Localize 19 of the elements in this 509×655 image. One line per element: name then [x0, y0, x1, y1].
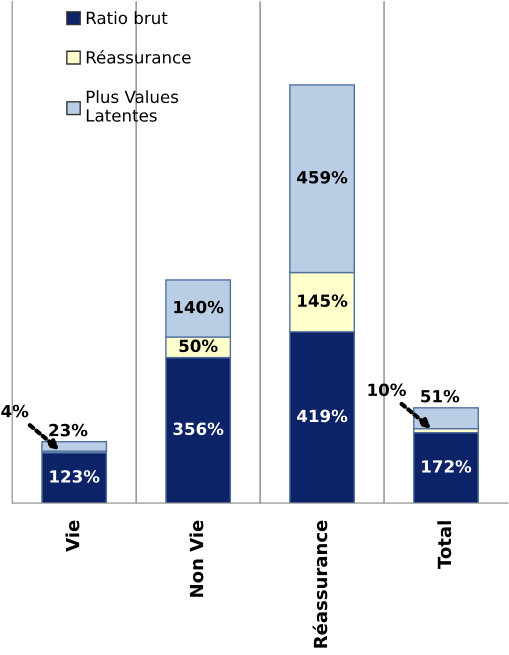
data-label: 356% — [174, 422, 224, 436]
x-tick-label: Total — [437, 521, 452, 569]
data-label: 123% — [50, 470, 100, 483]
data-label: 140% — [174, 300, 224, 314]
x-tick-label: Non Vie — [189, 520, 204, 597]
data-label: 4% — [1, 404, 28, 418]
data-label: 145% — [298, 294, 348, 307]
legend-label: Plus Values Latentes — [86, 90, 178, 122]
x-tick-label: Réassurance — [312, 520, 328, 648]
x-tick-label: Vie — [65, 520, 80, 552]
legend-label: Réassurance — [86, 50, 191, 64]
data-label: 419% — [297, 410, 348, 422]
legend-label: Ratio brut — [86, 11, 168, 24]
data-label: 459% — [297, 170, 348, 184]
data-label: 172% — [422, 460, 472, 473]
data-label: 23% — [49, 424, 88, 436]
data-label: 10% — [368, 384, 406, 396]
data-label: 50% — [179, 340, 218, 352]
data-label: 51% — [421, 390, 460, 402]
